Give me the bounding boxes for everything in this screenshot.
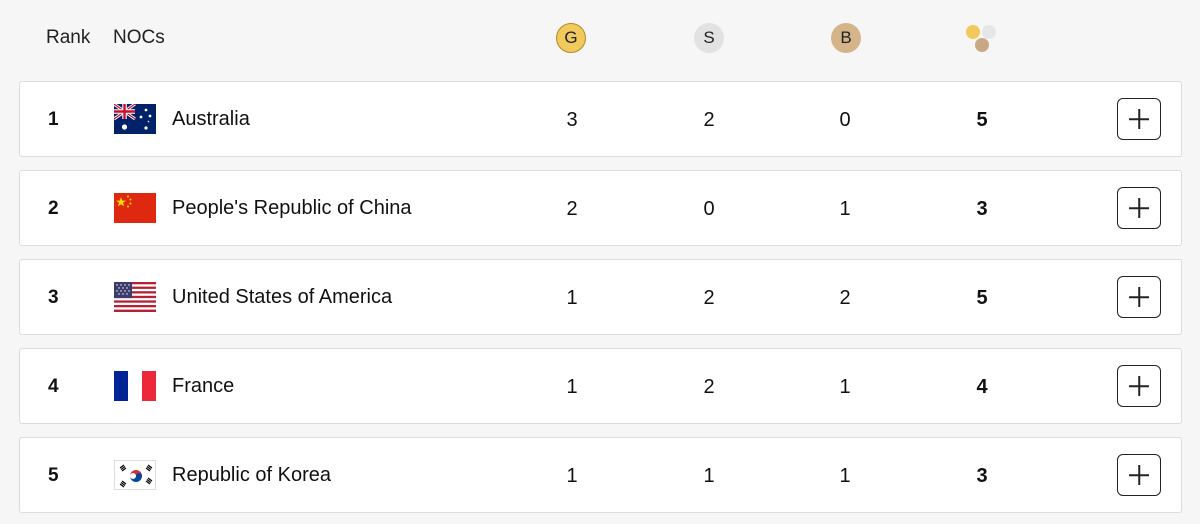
noc-name[interactable]: United States of America (172, 286, 393, 308)
bronze-count: 1 (839, 376, 851, 398)
expand-button[interactable] (1117, 98, 1161, 140)
gold-count: 3 (566, 109, 578, 131)
gold-count: 1 (566, 465, 578, 487)
rank-column-header[interactable]: Rank (46, 27, 91, 48)
korea-flag-icon (114, 460, 156, 490)
gold-column-header[interactable]: G (556, 23, 586, 53)
silver-count: 2 (703, 287, 715, 309)
table-row[interactable]: 2 People's Republic of China 2 0 1 3 (19, 170, 1182, 246)
silver-count: 1 (703, 465, 715, 487)
total-count: 5 (976, 109, 988, 131)
bronze-column-header[interactable]: B (831, 23, 861, 53)
expand-button[interactable] (1117, 276, 1161, 318)
usa-flag-icon (114, 282, 156, 312)
gold-count: 1 (566, 287, 578, 309)
rank-cell: 5 (48, 465, 59, 486)
bronze-dot (975, 38, 989, 52)
total-count: 4 (976, 376, 988, 398)
silver-column-header[interactable]: S (694, 23, 724, 53)
china-flag-icon (114, 193, 156, 223)
silver-count: 0 (703, 198, 715, 220)
total-count: 5 (976, 287, 988, 309)
australia-flag-icon (114, 104, 156, 134)
expand-button[interactable] (1117, 187, 1161, 229)
total-count: 3 (976, 465, 988, 487)
table-row[interactable]: 5 Republic of Korea 1 1 1 3 (19, 437, 1182, 513)
bronze-count: 0 (839, 109, 851, 131)
noc-name[interactable]: People's Republic of China (172, 197, 412, 219)
rank-cell: 4 (48, 376, 59, 397)
france-flag-icon (114, 371, 156, 401)
rank-cell: 3 (48, 287, 59, 308)
table-header: Rank NOCs G S B (0, 0, 1200, 80)
table-row[interactable]: 4 France 1 2 1 4 (19, 348, 1182, 424)
bronze-count: 1 (839, 198, 851, 220)
noc-name[interactable]: Republic of Korea (172, 464, 331, 486)
silver-dot (982, 25, 996, 39)
gold-dot (966, 25, 980, 39)
gold-count: 1 (566, 376, 578, 398)
rank-cell: 2 (48, 198, 59, 219)
bronze-count: 1 (839, 465, 851, 487)
medals-total-icon[interactable] (964, 22, 1004, 56)
table-row[interactable]: 1 Australia 3 2 0 5 (19, 81, 1182, 157)
expand-button[interactable] (1117, 365, 1161, 407)
silver-count: 2 (703, 109, 715, 131)
silver-count: 2 (703, 376, 715, 398)
total-count: 3 (976, 198, 988, 220)
gold-count: 2 (566, 198, 578, 220)
expand-button[interactable] (1117, 454, 1161, 496)
bronze-count: 2 (839, 287, 851, 309)
table-row[interactable]: 3 United States of America 1 2 2 5 (19, 259, 1182, 335)
noc-name[interactable]: France (172, 375, 235, 397)
noc-column-header[interactable]: NOCs (113, 27, 165, 48)
rank-cell: 1 (48, 109, 59, 130)
noc-name[interactable]: Australia (172, 108, 250, 130)
